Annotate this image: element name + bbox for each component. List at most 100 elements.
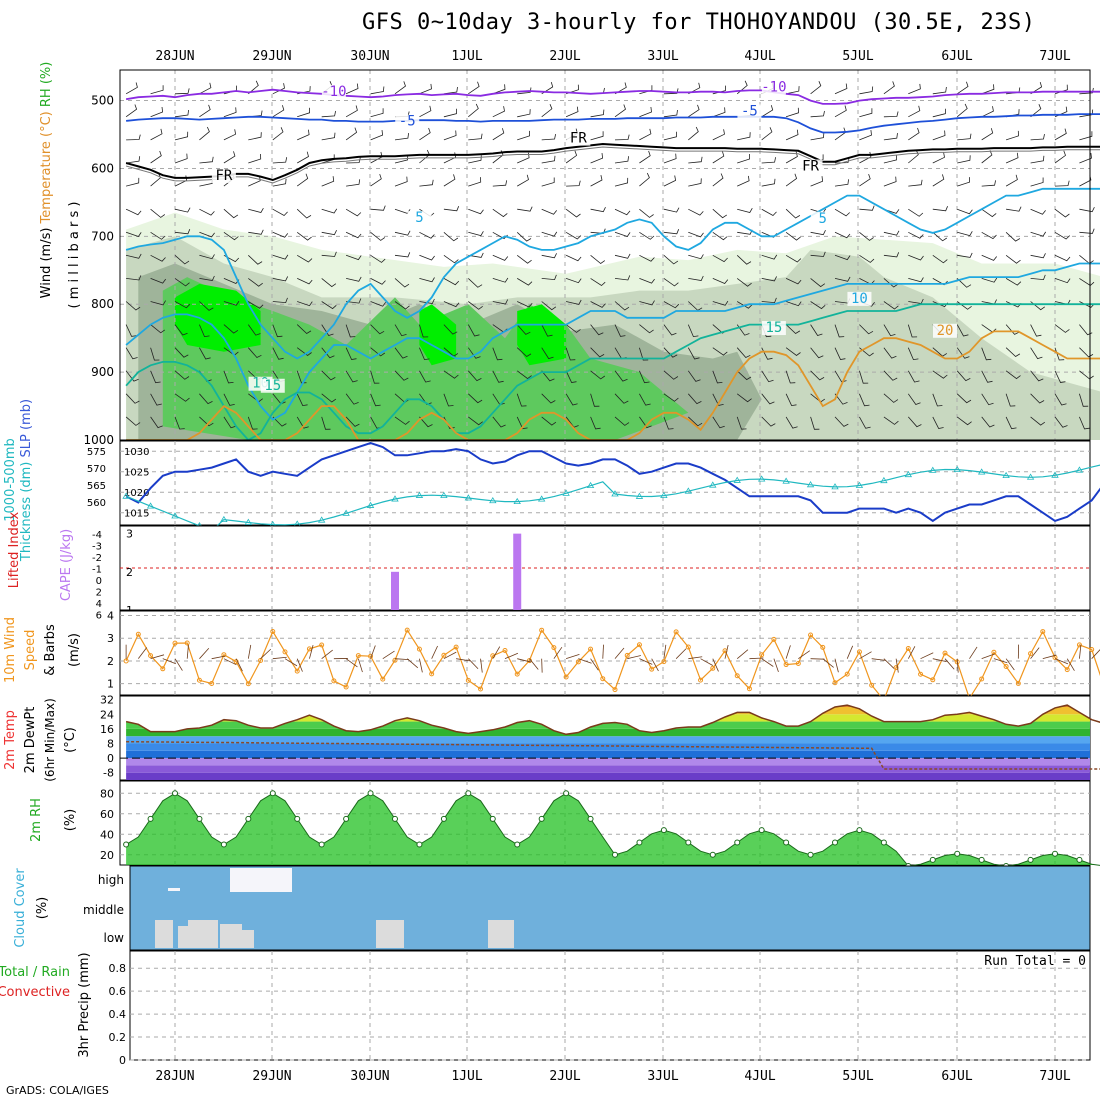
contour-label-bg (933, 323, 957, 338)
cloud-high-block (168, 888, 180, 891)
wind-barb (150, 393, 162, 406)
wind10-marker (979, 676, 985, 682)
wind-barb (370, 347, 386, 357)
wind-barb (639, 416, 652, 429)
thickness-marker (366, 501, 375, 508)
wind-barb (1054, 393, 1067, 406)
contour-label-bg (761, 321, 786, 336)
wind-barb (443, 370, 459, 379)
wind-barb (663, 301, 680, 309)
wind-barb (468, 252, 484, 258)
wind-barb (1030, 274, 1046, 281)
wind10-marker (832, 680, 838, 686)
wind-barb (712, 107, 726, 118)
temp-tick-label: 24 (100, 708, 114, 721)
wind-barb (932, 108, 946, 118)
wind-barb (321, 416, 331, 430)
rh2m-marker (636, 839, 643, 846)
label-pressure-panel-part: RH (%) (39, 62, 54, 112)
wind10-marker (759, 652, 765, 658)
wind-barb (1005, 278, 1022, 286)
wind-barb (663, 175, 677, 187)
wind-barb (908, 105, 921, 118)
wind-barb (908, 149, 919, 164)
cape-tick-label: 2 (126, 566, 133, 579)
contour-label: -10 (761, 80, 786, 96)
wind-barb (272, 254, 289, 260)
contour-label-bg (260, 378, 285, 393)
wind10-barb (296, 658, 303, 672)
wind-barb (1054, 150, 1066, 164)
cloud-low-block (178, 926, 188, 948)
wind-barb (394, 208, 411, 214)
wind10-barb (529, 658, 539, 670)
wind-barb (321, 278, 337, 288)
wind-barb (736, 370, 752, 381)
wind-barb (1054, 324, 1070, 333)
wind-barb (957, 155, 971, 164)
wind10-barb (223, 658, 237, 666)
wind-barb (1030, 324, 1042, 337)
wind-barb (492, 416, 506, 428)
wind-barb (248, 175, 261, 187)
wind-barb (223, 107, 237, 118)
wind-barb (957, 133, 972, 141)
thickness-marker (317, 516, 326, 523)
wind-barb (639, 208, 654, 218)
wind-barb (566, 299, 582, 305)
wind-barb (736, 255, 752, 265)
thickness-tick-label: 575 (87, 447, 106, 458)
wind-barb (883, 278, 899, 288)
label-precip-part: 3hr Precip (mm) (77, 952, 92, 1057)
wind-barb (810, 278, 826, 288)
wind-barb (810, 176, 824, 187)
contour-label: -5 (741, 103, 758, 119)
wind-barb (687, 324, 699, 338)
wind-barb (785, 347, 801, 356)
wind10-marker (160, 666, 166, 672)
label-pressure-panel: Wind (m/s) Temperature (°C) RH (%) (39, 62, 54, 299)
wind-barb (712, 151, 725, 164)
wind-barb (321, 132, 336, 141)
wind10-marker (343, 684, 349, 690)
wind-barb (126, 177, 140, 187)
wind10-marker (918, 671, 924, 677)
contour-label: 5 (819, 211, 827, 227)
wind-barb (174, 254, 190, 265)
thickness-marker (537, 495, 546, 502)
wind10-marker (710, 665, 716, 671)
wind-barb (541, 301, 557, 311)
wind-barb (541, 274, 557, 281)
wind-barb (370, 254, 386, 263)
label-cape-part: CAPE (J/kg) (59, 529, 74, 601)
wind10-marker (404, 627, 410, 633)
wind10-barb (749, 657, 764, 660)
temp-band (126, 750, 1090, 759)
wind-barb (736, 393, 752, 403)
wind-barb (981, 277, 998, 283)
wind-barb (736, 301, 753, 309)
wind-barb (785, 301, 802, 307)
contour-label: 10 (851, 291, 868, 307)
wind-barb (247, 324, 261, 336)
wind-barb (1030, 208, 1046, 215)
wind10-marker (306, 646, 312, 652)
wind-barb (443, 130, 457, 141)
wind-barb (174, 278, 190, 287)
wind10-marker (783, 662, 789, 668)
date-label-bottom: 2JUL (549, 1069, 580, 1084)
wind-barb (174, 131, 189, 141)
panel-pressure-frame (119, 69, 1091, 441)
wind-barb (150, 106, 164, 118)
wind-barb (125, 416, 141, 426)
dewpoint-line (126, 740, 1100, 770)
wind10-marker (905, 646, 911, 652)
wind-barb (810, 301, 826, 310)
wind-barb (443, 393, 454, 407)
wind-barb (370, 231, 386, 241)
wind-barb (394, 154, 409, 164)
wind-barb (810, 370, 825, 381)
rh2m-marker (343, 815, 350, 822)
date-label-bottom: 4JUL (744, 1069, 775, 1084)
temp-band (126, 765, 1090, 773)
